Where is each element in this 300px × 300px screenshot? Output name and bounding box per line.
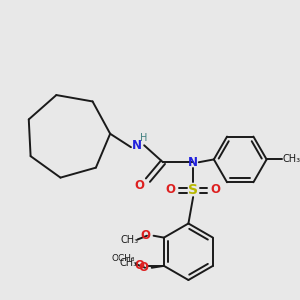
Text: H: H	[140, 133, 147, 143]
Text: CH₃: CH₃	[283, 154, 300, 164]
Text: O: O	[211, 183, 221, 196]
Text: O: O	[139, 261, 149, 274]
Text: O: O	[134, 260, 144, 272]
Text: S: S	[188, 183, 198, 196]
Text: CH₃: CH₃	[119, 258, 137, 268]
Text: CH₃: CH₃	[121, 236, 139, 245]
Text: O: O	[134, 179, 144, 192]
Text: N: N	[132, 139, 142, 152]
Text: O: O	[166, 183, 176, 196]
Text: N: N	[188, 156, 198, 169]
Text: OCH₃: OCH₃	[112, 254, 135, 263]
Text: O: O	[141, 229, 151, 242]
